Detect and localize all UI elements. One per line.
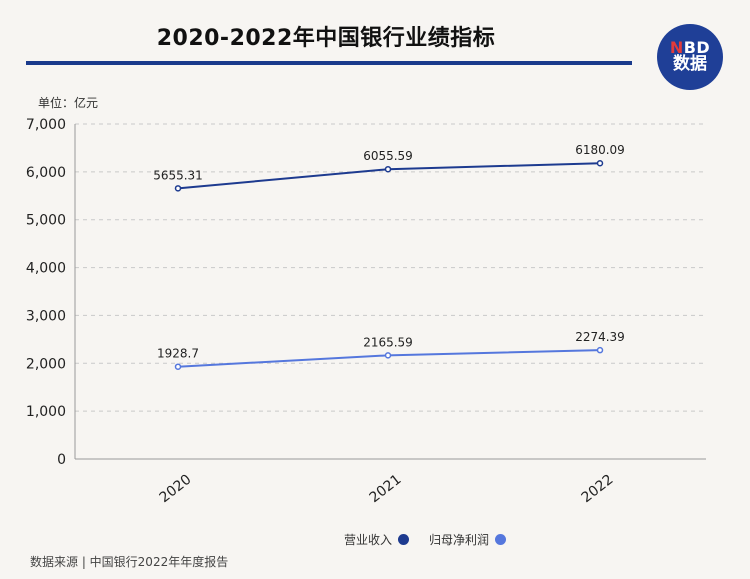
legend-dot-profit [495, 534, 507, 545]
legend-label-profit: 归母净利润 [429, 533, 490, 547]
logo-brand: NBD [669, 37, 711, 57]
data-label: 2274.39 [575, 330, 625, 344]
series-group: 5655.31 6055.59 6180.09 1928.7 2165.59 2274.3… [153, 143, 625, 370]
data-label: 1928.7 [157, 347, 199, 361]
data-label: 6055.59 [363, 149, 413, 163]
y-tick-label: 1,000 [26, 404, 66, 420]
logo-sub: 数据 [673, 54, 707, 75]
data-label: 5655.31 [153, 168, 203, 182]
x-tick-label: 2022 [579, 472, 617, 507]
y-tick-label: 7,000 [26, 117, 66, 133]
data-point [596, 159, 604, 167]
y-tick-label: 5,000 [26, 213, 66, 229]
unit-label: 单位：亿元 [38, 96, 99, 110]
data-point [596, 346, 604, 354]
title-underline [26, 61, 632, 65]
y-tick-label: 4,000 [26, 261, 66, 277]
chart-title: 2020-2022年中国银行业绩指标 [156, 26, 496, 51]
legend-item-revenue[interactable]: 营业收入 [344, 531, 409, 548]
y-tick-label: 3,000 [26, 308, 66, 324]
x-tick-labels: 2020 2021 2022 [157, 472, 617, 507]
x-tick-label: 2020 [157, 472, 195, 507]
source-note: 数据来源 | 中国银行2022年年度报告 [30, 555, 229, 569]
nbd-logo: NBD 数据 [657, 24, 723, 90]
y-tick-label: 2,000 [26, 356, 66, 372]
axes [74, 124, 706, 460]
legend-dot-revenue [398, 534, 409, 545]
data-point [174, 185, 182, 192]
x-tick-label: 2021 [367, 472, 405, 507]
data-point [174, 363, 182, 370]
legend-label-revenue: 营业收入 [343, 533, 392, 547]
y-tick-labels: 0 1,000 2,000 3,000 4,000 5,000 6,000 7,000 [26, 117, 66, 468]
legend-item-profit[interactable]: 归母净利润 [429, 531, 507, 548]
grid-lines [75, 123, 706, 412]
y-tick-label: 6,000 [26, 165, 66, 181]
y-tick-label: 0 [57, 452, 66, 468]
data-label: 6180.09 [575, 143, 625, 157]
legend: 营业收入 归母净利润 [0, 531, 750, 548]
data-point [384, 165, 392, 173]
data-point [384, 352, 392, 359]
data-label: 2165.59 [363, 335, 413, 349]
